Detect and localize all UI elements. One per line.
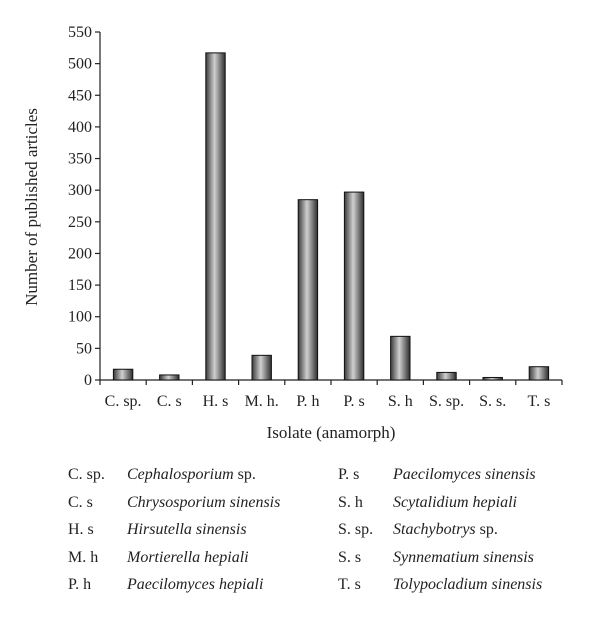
legend-abbreviation: S. s [338,548,362,566]
y-tick-label: 250 [68,214,92,231]
y-tick-label: 400 [68,119,92,136]
bar-chart: 0 50 100 150 200 250 300 350 400 450 500 550 C. sp.… [22,24,563,442]
legend-abbreviation: C. sp. [68,466,105,483]
x-tick-label: C. s [157,393,182,410]
y-tick-label: 150 [68,277,92,294]
legend-abbreviation: S. sp. [338,521,374,538]
legend-genus-species: Scytalidium hepiali [393,493,517,511]
y-axis-title: Number of published articles [22,108,41,306]
x-tick-label: S. s. [479,393,506,410]
y-tick-label: 450 [68,87,92,104]
legend-genus-species: Chrysosporium sinensis [127,493,281,511]
legend-species-name: Tolypocladium sinensis [393,576,542,594]
legend-genus-species: Synnematium sinensis [393,548,534,566]
bar [528,366,550,381]
x-tick-label: C. sp. [105,393,142,410]
bar [112,368,134,381]
bar [205,52,226,381]
bar [436,371,457,381]
bars [112,52,550,381]
legend-suffix: sp. [475,521,498,538]
bar [482,376,503,381]
legend-species-name: Cephalosporium sp. [127,466,256,484]
legend-species-name: Chrysosporium sinensis [127,494,280,512]
bar [251,354,272,381]
legend-species-name: Hirsutella sinensis [127,521,247,539]
legend-abbreviation: T. s [338,576,361,593]
x-tick-label: S. sp. [429,393,464,410]
legend-species-name: Stachybotrys sp. [393,521,498,539]
y-axis: 0 50 100 150 200 250 300 350 400 450 500 550 [68,24,101,389]
x-axis-title: Isolate (anamorph) [267,423,396,442]
legend-abbreviation: M. h [68,548,99,566]
y-tick-label: 300 [68,182,92,199]
y-tick-label: 0 [84,372,92,389]
legend-species-name: Synnematium sinensis [393,549,534,567]
legend-genus-species: Tolypocladium sinensis [393,576,543,593]
y-tick-label: 550 [68,24,92,41]
y-tick-label: 500 [68,56,92,73]
legend-genus-species: Paecilomyces sinensis [393,466,536,483]
y-tick-label: 200 [68,245,92,262]
x-tick-label: M. h. [245,393,279,410]
legend-abbreviation: P. s [338,466,360,483]
y-tick-label: 50 [76,340,92,357]
x-tick-label: P. s [343,393,364,410]
bar [343,191,365,381]
bar [159,374,180,381]
x-tick-label: H. s [203,393,229,410]
x-tick-label: T. s [527,393,550,410]
legend-species-name: Scytalidium hepiali [393,494,517,512]
legend-genus-species: Mortierella hepiali [127,548,249,566]
legend-genus-species: Cephalosporium [127,466,234,483]
legend-abbreviation: C. s [68,493,93,511]
legend-species-name: Mortierella hepiali [127,549,249,567]
legend-genus-species: Stachybotrys [393,521,476,538]
y-tick-label: 350 [68,151,92,168]
y-tick-label: 100 [68,309,92,326]
legend-species-name: Paecilomyces sinensis [393,466,536,484]
bar [390,335,411,381]
legend-abbreviation: P. h [68,576,92,593]
bar [297,199,319,381]
x-tick-label: P. h [296,393,319,410]
x-tick-label: S. h [388,393,413,410]
legend-species-name: Paecilomyces hepiali [127,576,263,594]
legend-suffix: sp. [233,466,256,483]
legend-genus-species: Hirsutella sinensis [127,521,247,538]
legend-genus-species: Paecilomyces hepiali [127,576,264,593]
legend-abbreviation: H. s [68,521,94,538]
x-axis: C. sp. C. s H. s M. h. P. h P. s S. h S. sp. S. … [99,379,563,410]
legend-abbreviation: S. h [338,493,363,511]
